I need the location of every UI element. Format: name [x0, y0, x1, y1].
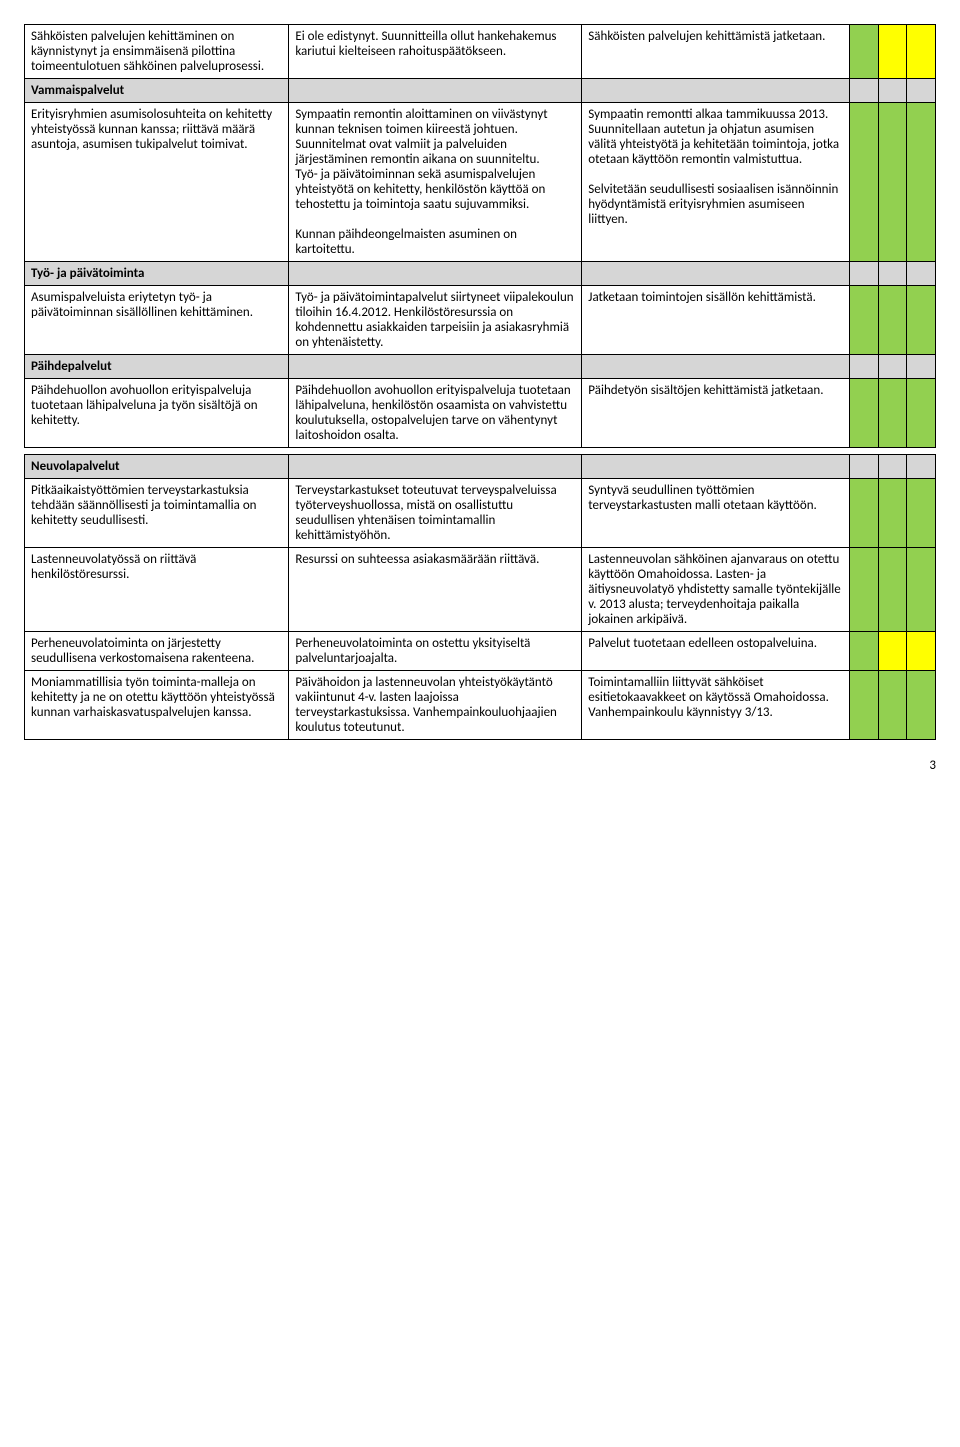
status-cell-green	[878, 671, 907, 740]
cell-text: Pitkäaikaistyöttömien terveystarkastuksi…	[25, 479, 289, 548]
status-cell-green	[878, 379, 907, 448]
cell-text: Erityisryhmien asumisolosuhteita on kehi…	[25, 103, 289, 262]
section-header-label: Vammaispalvelut	[25, 79, 289, 103]
cell-text: Päihdetyön sisältöjen kehittämistä jatke…	[582, 379, 850, 448]
cell-text: Ei ole edistynyt. Suunnitteilla ollut ha…	[289, 25, 582, 79]
table-row: Lastenneuvolatyössä on riittävä henkilös…	[25, 548, 936, 632]
empty-cell	[582, 79, 850, 103]
empty-cell	[289, 355, 582, 379]
status-cell-green	[850, 286, 879, 355]
status-cell-green	[850, 548, 879, 632]
cell-text: Perheneuvolatoiminta on järjestetty seud…	[25, 632, 289, 671]
empty-cell	[850, 262, 879, 286]
spacer-cell	[25, 448, 289, 455]
cell-paragraph: Kunnan päihdeongelmaisten asuminen on ka…	[295, 227, 517, 257]
table-row: Perheneuvolatoiminta on järjestetty seud…	[25, 632, 936, 671]
cell-text: Moniammatillisia työn toiminta-malleja o…	[25, 671, 289, 740]
empty-cell	[582, 355, 850, 379]
empty-cell	[907, 455, 936, 479]
empty-cell	[878, 455, 907, 479]
status-cell-green	[878, 286, 907, 355]
empty-cell	[289, 79, 582, 103]
empty-cell	[582, 455, 850, 479]
empty-cell	[878, 355, 907, 379]
cell-text: Jatketaan toimintojen sisällön kehittämi…	[582, 286, 850, 355]
empty-cell	[878, 262, 907, 286]
section-header-label: Neuvolapalvelut	[25, 455, 289, 479]
section-header-label: Päihdepalvelut	[25, 355, 289, 379]
cell-paragraph: Sympaatin remontin aloittaminen on viivä…	[295, 107, 547, 167]
cell-paragraph: Työ- ja päivätoiminnan sekä asumispalvel…	[295, 167, 545, 212]
status-table: Sähköisten palvelujen kehittäminen on kä…	[24, 24, 936, 740]
table-row: Päihdehuollon avohuollon erityispalveluj…	[25, 379, 936, 448]
status-cell-green	[907, 671, 936, 740]
cell-text: Sähköisten palvelujen kehittäminen on kä…	[25, 25, 289, 79]
status-cell-green	[850, 103, 879, 262]
cell-paragraph: Selvitetään seudullisesti sosiaalisen is…	[588, 182, 838, 227]
spacer-cell	[878, 448, 907, 455]
cell-text: Resurssi on suhteessa asiakasmäärään rii…	[289, 548, 582, 632]
empty-cell	[289, 455, 582, 479]
status-cell-green	[907, 548, 936, 632]
status-cell-green	[850, 379, 879, 448]
status-cell-green	[850, 25, 879, 79]
spacer-cell	[907, 448, 936, 455]
status-cell-yellow	[878, 25, 907, 79]
cell-text: Palvelut tuotetaan edelleen ostopalvelui…	[582, 632, 850, 671]
page-number: 3	[24, 758, 936, 773]
status-cell-yellow	[907, 632, 936, 671]
empty-cell	[289, 262, 582, 286]
status-cell-yellow	[878, 632, 907, 671]
status-cell-green	[850, 632, 879, 671]
spacer-cell	[850, 448, 879, 455]
cell-text: Sympaatin remontin aloittaminen on viivä…	[289, 103, 582, 262]
table-row: Sähköisten palvelujen kehittäminen on kä…	[25, 25, 936, 79]
empty-cell	[878, 79, 907, 103]
section-header-paihde: Päihdepalvelut	[25, 355, 936, 379]
status-cell-green	[878, 479, 907, 548]
spacer-cell	[582, 448, 850, 455]
cell-text: Sympaatin remontti alkaa tammikuussa 201…	[582, 103, 850, 262]
empty-cell	[907, 355, 936, 379]
status-cell-green	[850, 671, 879, 740]
empty-cell	[850, 455, 879, 479]
cell-text: Asumispalveluista eriytetyn työ- ja päiv…	[25, 286, 289, 355]
status-cell-green	[878, 103, 907, 262]
section-header-vammaispalvelut: Vammaispalvelut	[25, 79, 936, 103]
cell-text: Päivähoidon ja lastenneuvolan yhteistyök…	[289, 671, 582, 740]
empty-cell	[907, 79, 936, 103]
cell-text: Työ- ja päivätoimintapalvelut siirtyneet…	[289, 286, 582, 355]
cell-text: Päihdehuollon avohuollon erityispalveluj…	[289, 379, 582, 448]
empty-cell	[850, 79, 879, 103]
status-cell-green	[907, 479, 936, 548]
cell-paragraph: Sympaatin remontti alkaa tammikuussa 201…	[588, 107, 839, 167]
cell-text: Sähköisten palvelujen kehittämistä jatke…	[582, 25, 850, 79]
cell-text: Lastenneuvolatyössä on riittävä henkilös…	[25, 548, 289, 632]
table-row: Moniammatillisia työn toiminta-malleja o…	[25, 671, 936, 740]
section-header-neuvola: Neuvolapalvelut	[25, 455, 936, 479]
table-row: Pitkäaikaistyöttömien terveystarkastuksi…	[25, 479, 936, 548]
cell-text: Päihdehuollon avohuollon erityispalveluj…	[25, 379, 289, 448]
empty-cell	[582, 262, 850, 286]
status-cell-yellow	[907, 25, 936, 79]
cell-text: Terveystarkastukset toteutuvat terveyspa…	[289, 479, 582, 548]
cell-text: Toimintamalliin liittyvät sähköiset esit…	[582, 671, 850, 740]
cell-text: Perheneuvolatoiminta on ostettu yksityis…	[289, 632, 582, 671]
cell-text: Lastenneuvolan sähköinen ajanvaraus on o…	[582, 548, 850, 632]
spacer-row	[25, 448, 936, 455]
status-cell-green	[850, 479, 879, 548]
empty-cell	[850, 355, 879, 379]
section-header-label: Työ- ja päivätoiminta	[25, 262, 289, 286]
table-row: Erityisryhmien asumisolosuhteita on kehi…	[25, 103, 936, 262]
spacer-cell	[289, 448, 582, 455]
cell-text: Syntyvä seudullinen työttömien terveysta…	[582, 479, 850, 548]
status-cell-green	[907, 379, 936, 448]
empty-cell	[907, 262, 936, 286]
status-cell-green	[878, 548, 907, 632]
table-row: Asumispalveluista eriytetyn työ- ja päiv…	[25, 286, 936, 355]
section-header-tyopaiva: Työ- ja päivätoiminta	[25, 262, 936, 286]
status-cell-green	[907, 103, 936, 262]
status-cell-green	[907, 286, 936, 355]
